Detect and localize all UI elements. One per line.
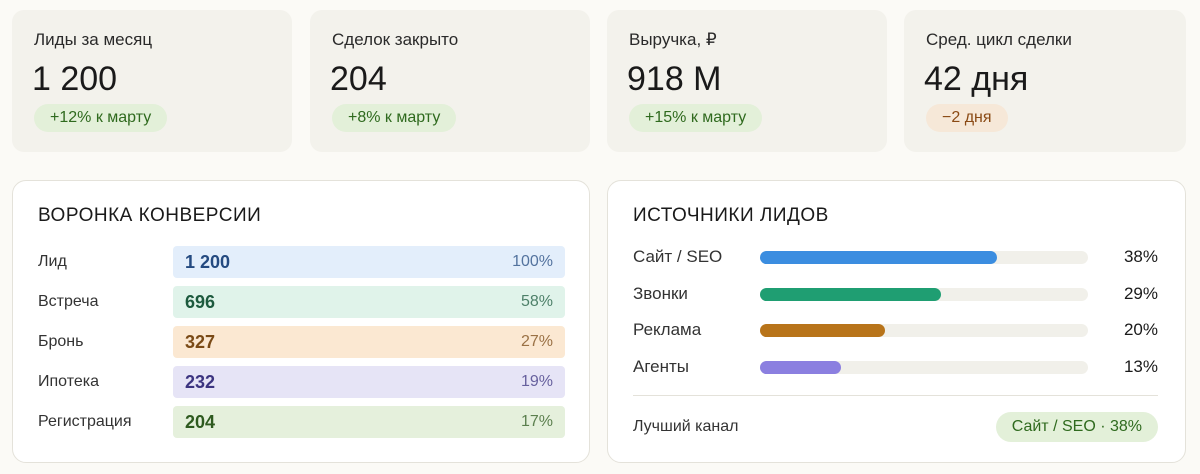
stage-share: 19% [520,373,553,390]
stage-count: 204 [185,412,216,432]
stage-share: 100% [512,253,553,270]
source-name: Сайт / SEO [633,247,723,266]
funnel-row: Регистрация 204 17% [13,406,589,438]
kpi-value: 918 M [627,60,722,98]
source-bar [760,251,998,264]
source-bar [760,287,941,301]
kpi-card: Сред. цикл сделки 42 дня −2 дня [904,10,1186,152]
source-name: Звонки [633,283,688,303]
kpi-label: Выручка, ₽ [629,30,717,49]
stage-count: 327 [185,332,216,352]
kpi-card: Выручка, ₽ 918 M +15% к марту [607,10,887,152]
stage-box: 696 58% [173,286,565,318]
source-name: Реклама [633,320,702,339]
source-row: Агенты 13% [608,355,1185,379]
source-bar [760,324,885,337]
funnel-row: Встреча 696 58% [13,286,589,318]
kpi-delta: −2 дня [926,104,1008,132]
kpi-card: Сделок закрыто 204 +8% к марту [310,10,590,152]
sources-panel: ИСТОЧНИКИ ЛИДОВ Лучший канал Сайт / SEO … [607,180,1186,463]
stage-box: 1 200 100% [173,246,565,278]
stage-label: Бронь [38,333,84,350]
kpi-delta: +12% к марту [34,104,168,132]
source-percent: 20% [1123,320,1158,339]
best-label: Лучший канал [633,418,739,435]
funnel-row: Ипотека 232 19% [13,366,589,398]
kpi-value: 204 [330,60,387,98]
best-value: Сайт / SEO · 38% [995,412,1158,442]
stage-count: 1 200 [185,252,231,272]
source-bar [760,360,842,374]
stage-label: Регистрация [38,413,132,430]
funnel-row: Бронь 327 27% [13,326,589,358]
kpi-label: Лиды за месяц [34,30,153,49]
source-name: Агенты [633,356,690,376]
divider [633,395,1158,396]
panel-title: ИСТОЧНИКИ ЛИДОВ [633,205,829,226]
stage-box: 232 19% [173,366,565,398]
source-row: Сайт / SEO 38% [608,245,1185,269]
kpi-value: 1 200 [32,60,118,98]
bar-track [760,251,1088,264]
stage-box: 204 17% [173,406,565,438]
kpi-value: 42 дня [924,60,1029,98]
kpi-card: Лиды за месяц 1 200 +12% к марту [12,10,292,152]
stage-box: 327 27% [173,326,565,358]
stage-label: Встреча [38,293,99,310]
stage-label: Лид [38,253,67,270]
stage-count: 232 [185,372,216,392]
stage-share: 17% [520,413,553,430]
stage-count: 696 [185,292,216,312]
stage-label: Ипотека [38,373,100,390]
source-percent: 29% [1123,283,1158,303]
source-percent: 38% [1123,247,1158,266]
source-percent: 13% [1123,356,1158,376]
funnel-row: Лид 1 200 100% [13,246,589,278]
funnel-panel: ВОРОНКА КОНВЕРСИИ Лид 1 200 100% Встреча 696… [12,180,590,463]
source-row: Реклама 20% [608,318,1185,342]
bar-track [760,287,1088,301]
stage-share: 58% [520,293,553,310]
kpi-label: Сред. цикл сделки [926,30,1072,49]
bar-track [760,324,1088,337]
kpi-delta: +8% к марту [332,104,457,132]
bar-track [760,360,1088,374]
kpi-label: Сделок закрыто [332,30,459,49]
source-row: Звонки 29% [608,282,1185,306]
panel-title: ВОРОНКА КОНВЕРСИИ [38,205,262,226]
kpi-delta: +15% к марту [629,104,763,132]
stage-share: 27% [520,333,553,350]
